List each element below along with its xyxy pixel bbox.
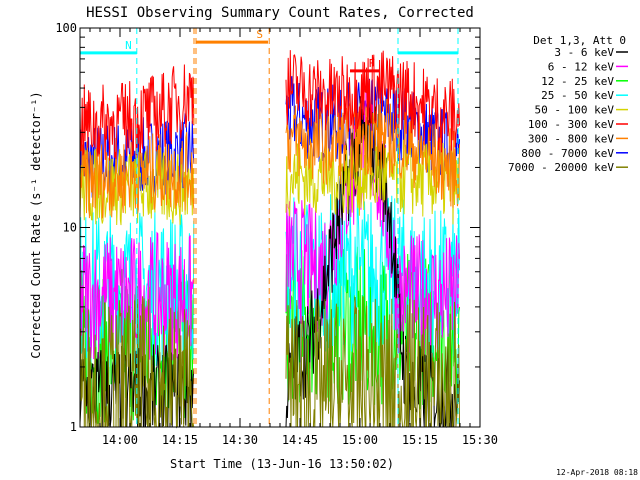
series-300-800-kev-line-2	[285, 98, 460, 208]
annotation-layer: N S F	[80, 28, 459, 427]
legend-label: 800 - 7000 keV	[521, 147, 614, 160]
chart-title: HESSI Observing Summary Count Rates, Cor…	[86, 5, 474, 21]
x-tick-label: 14:15	[162, 433, 198, 447]
series-7000-20000-kev-line-2	[285, 296, 460, 428]
legend-title: Det 1,3, Att 0	[533, 34, 626, 47]
y-tick-label: 1	[70, 420, 77, 434]
y-tick-label: 100	[55, 21, 77, 35]
series-25-50-kev-line-2	[285, 194, 460, 364]
x-tick-label: 14:45	[282, 433, 318, 447]
legend-label: 6 - 12 keV	[548, 60, 615, 73]
x-tick-label: 15:00	[342, 433, 378, 447]
legend-label: 3 - 6 keV	[554, 46, 614, 59]
y-axis-label: Corrected Count Rate (s⁻¹ detector⁻¹)	[29, 91, 43, 358]
y-axis: 1 10 100	[55, 21, 480, 434]
annotation-f-label: F	[368, 57, 375, 70]
series-50-100-kev-line-2	[285, 136, 460, 225]
y-tick-label: 10	[63, 221, 77, 235]
legend-label: 7000 - 20000 keV	[508, 161, 614, 174]
series-800-7000-kev-line-2	[285, 75, 460, 191]
x-axis-label: Start Time (13-Jun-16 13:50:02)	[170, 457, 394, 471]
x-axis: 14:00 14:15 14:30 14:45 15:00 15:15 15:30	[79, 28, 498, 447]
footer-date: 12-Apr-2018 08:18	[556, 468, 638, 477]
annotation-n-label: N	[125, 39, 132, 52]
annotation-s-label: S	[256, 28, 263, 41]
series-100-300-kev-line-2	[285, 50, 460, 153]
legend-label: 100 - 300 keV	[528, 118, 614, 131]
legend-label: 300 - 800 keV	[528, 132, 614, 145]
legend-label: 12 - 25 keV	[541, 75, 614, 88]
series-100-300-kev-line-1	[79, 64, 195, 161]
legend-label: 50 - 100 keV	[535, 104, 615, 117]
x-tick-label: 15:30	[462, 433, 498, 447]
x-tick-label: 15:15	[402, 433, 438, 447]
x-tick-label: 14:30	[222, 433, 258, 447]
legend-label: 25 - 50 keV	[541, 89, 614, 102]
x-tick-label: 14:00	[102, 433, 138, 447]
